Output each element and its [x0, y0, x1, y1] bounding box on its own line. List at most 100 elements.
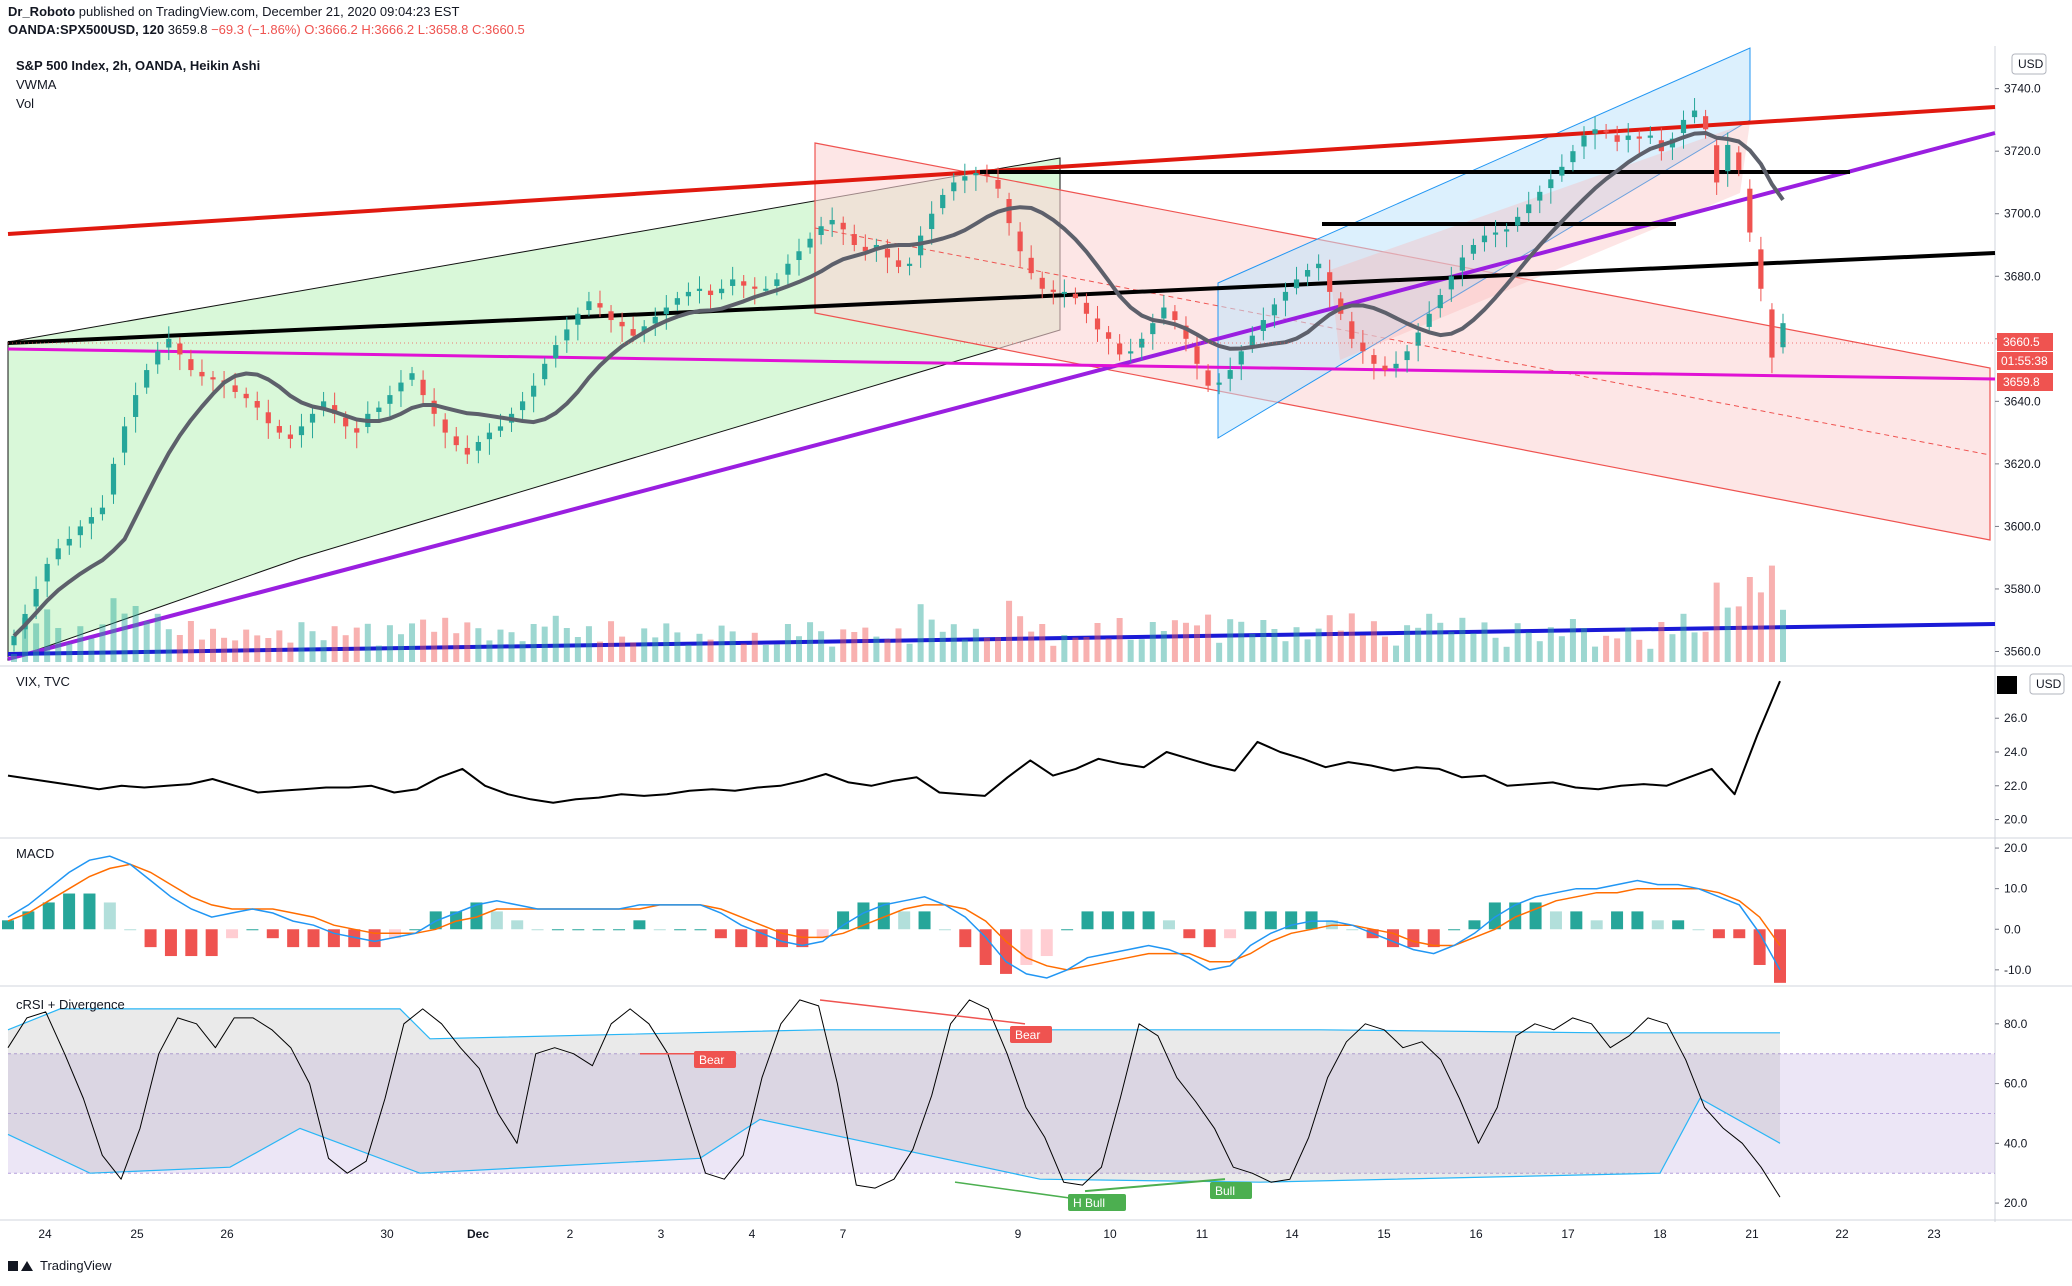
candle-body: [243, 393, 249, 399]
crsi-y-tick-label: 60.0: [2004, 1077, 2028, 1091]
macd-histogram-bar: [1590, 920, 1603, 930]
candle-body: [210, 377, 216, 380]
volume-bar: [630, 642, 637, 662]
volume-bar: [143, 621, 150, 662]
candle-body: [542, 363, 548, 380]
volume-bar: [1603, 635, 1610, 662]
chart-canvas[interactable]: 3560.03580.03600.03620.03640.03660.03680…: [0, 46, 2072, 1258]
candle-body: [1492, 232, 1499, 235]
macd-histogram-bar: [1305, 911, 1318, 930]
candle-body: [1714, 145, 1720, 183]
volume-bar: [1569, 619, 1576, 662]
macd-histogram-bar: [938, 929, 951, 931]
candle-body: [464, 447, 470, 455]
level-badge-text: 3659.8: [2003, 375, 2040, 389]
volume-bar: [431, 631, 438, 662]
volume-bar: [674, 632, 681, 662]
author-name[interactable]: Dr_Roboto: [8, 4, 76, 19]
macd-histogram-bar: [124, 929, 137, 931]
candle-body: [730, 279, 736, 286]
macd-histogram-bar: [1264, 911, 1277, 930]
volume-bar: [1050, 645, 1057, 662]
volume-bar: [1525, 632, 1532, 662]
volume-bar: [1580, 628, 1587, 662]
candle-body: [398, 382, 404, 392]
volume-bar: [1304, 639, 1311, 662]
y-tick-label: 3600.0: [2004, 519, 2041, 533]
footer-brand: TradingView: [40, 1258, 112, 1273]
candle-body: [1349, 321, 1355, 339]
candle-body: [177, 343, 183, 355]
volume-bar: [1337, 630, 1344, 662]
candle-body: [929, 213, 935, 230]
volume-bar: [276, 630, 283, 662]
volume-bar: [1160, 631, 1167, 662]
candle-body: [1360, 342, 1366, 352]
y-tick-label: 3640.0: [2004, 394, 2041, 408]
candle-body: [652, 316, 658, 324]
candle-body: [1515, 216, 1521, 226]
candle-body: [55, 548, 61, 560]
macd-histogram-bar: [918, 911, 931, 930]
candle-body: [1537, 191, 1543, 201]
candle-body: [44, 563, 50, 582]
symbol-label: OANDA:SPX500USD, 120: [8, 22, 165, 37]
candle-body: [354, 428, 360, 433]
candle-body: [11, 635, 17, 646]
macd-histogram-bar: [470, 902, 483, 930]
macd-histogram-bar: [1162, 920, 1175, 930]
volume-bar: [840, 629, 847, 662]
volume-bar: [1006, 600, 1013, 662]
volume-bar: [176, 635, 183, 662]
y-tick-label: 3560.0: [2004, 644, 2041, 658]
candle-body: [1503, 229, 1510, 232]
macd-histogram-bar: [1468, 920, 1481, 930]
currency-label: USD: [2018, 57, 2044, 71]
x-tick-label: 3: [658, 1227, 665, 1241]
macd-histogram-bar: [307, 929, 320, 948]
macd-histogram-bar: [1040, 929, 1053, 957]
volume-bar: [740, 643, 747, 662]
macd-y-tick-label: -10.0: [2004, 963, 2032, 977]
volume-bar: [1514, 623, 1521, 662]
volume-bar: [508, 632, 515, 662]
mid-trendline: [7, 251, 1996, 345]
macd-histogram-bar: [246, 929, 259, 931]
candle-body: [1437, 295, 1443, 309]
x-tick-label: 2: [567, 1227, 574, 1241]
x-tick-label: 26: [220, 1227, 234, 1241]
y-tick-label: 3680.0: [2004, 269, 2041, 283]
horizontal-support-line: [7, 347, 1996, 381]
macd-histogram-bar: [450, 911, 463, 930]
volume-bar: [1780, 609, 1786, 662]
macd-histogram-bar: [877, 902, 890, 930]
volume-bar: [1558, 636, 1565, 662]
volume-bar: [1282, 641, 1289, 662]
candle-body: [1526, 204, 1532, 214]
volume-bar: [585, 626, 592, 662]
candle-body: [309, 413, 316, 423]
candle-body: [519, 401, 526, 411]
candle-body: [1216, 382, 1222, 385]
divergence-badge: [1010, 1026, 1052, 1043]
volume-bar: [1149, 622, 1156, 662]
y-tick-label: 3580.0: [2004, 582, 2041, 596]
volume-bar: [1415, 627, 1422, 662]
macd-histogram-bar: [144, 929, 157, 948]
countdown-badge-text: 01:55:38: [2001, 354, 2048, 368]
macd-histogram-bar: [694, 929, 707, 931]
volume-bar: [1426, 613, 1433, 662]
volume-bar: [530, 624, 537, 662]
candle-body: [1371, 355, 1377, 364]
macd-histogram-bar: [1407, 929, 1420, 948]
divergence-badge: [1068, 1194, 1126, 1211]
macd-histogram-bar: [83, 893, 96, 930]
x-tick-label: 9: [1015, 1227, 1022, 1241]
volume-bar: [475, 628, 482, 662]
vix-currency-label: USD: [2036, 677, 2062, 691]
vix-pane-title: VIX, TVC: [16, 674, 70, 689]
volume-bar: [939, 631, 946, 662]
volume-bar: [1094, 623, 1101, 662]
candle-body: [884, 248, 891, 258]
candle-body: [409, 373, 415, 380]
